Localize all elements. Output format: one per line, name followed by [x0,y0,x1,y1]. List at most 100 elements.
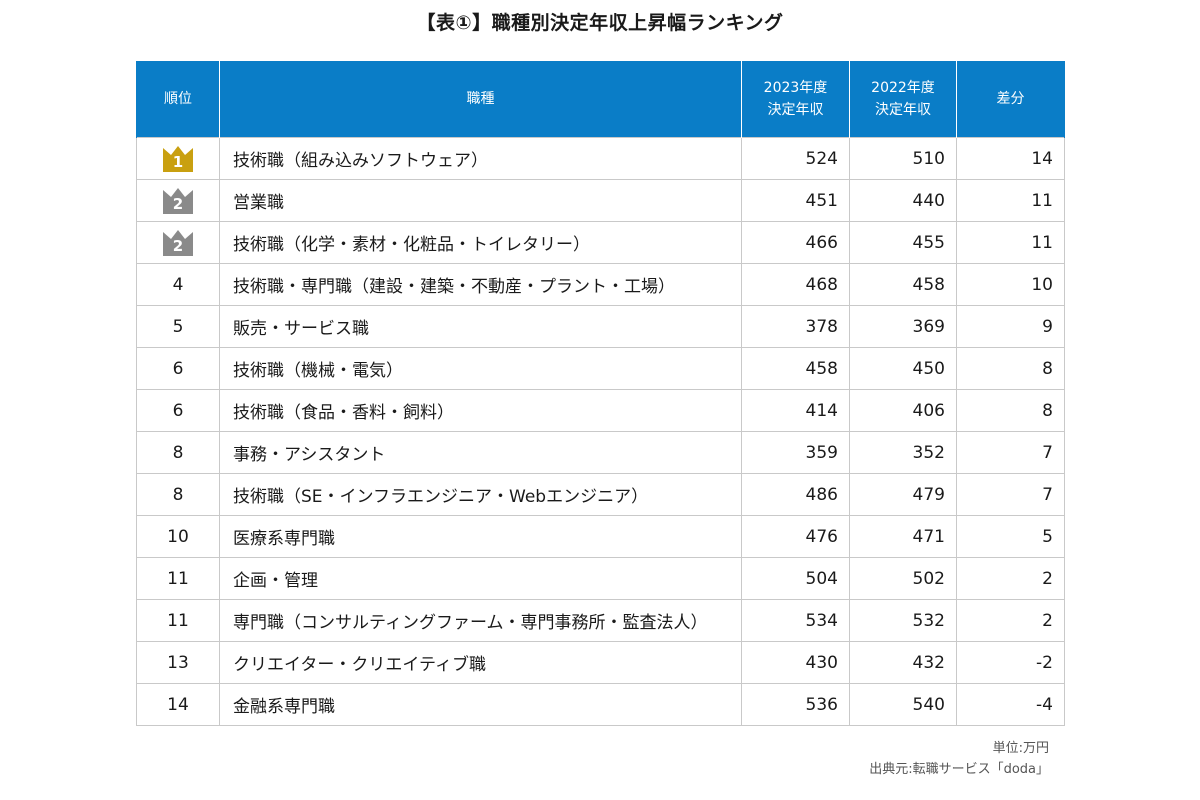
salary-2022-cell: 540 [849,683,957,726]
header-2022-label: 決定年収 [875,102,931,118]
diff-cell: 7 [956,473,1065,516]
salary-2023-cell: 414 [741,389,850,432]
salary-2022-cell: 455 [849,221,957,264]
header-rank: 順位 [136,61,220,138]
job-cell: 医療系専門職 [219,515,742,558]
salary-2023-cell: 476 [741,515,850,558]
table-row: 5 販売・サービス職 378 369 9 [136,305,1065,348]
table-row: 2 技術職（化学・素材・化粧品・トイレタリー） 466 455 11 [136,221,1065,264]
rank-number: 2 [172,236,184,255]
diff-cell: -2 [956,641,1065,684]
gold-crown-icon: 1 [161,144,195,174]
rank-cell: 6 [136,389,220,432]
rank-cell: 5 [136,305,220,348]
rank-number: 10 [167,526,189,547]
rank-cell: 6 [136,347,220,390]
rank-number: 11 [167,568,189,589]
salary-2023-cell: 524 [741,137,850,180]
salary-2022-cell: 510 [849,137,957,180]
rank-number: 6 [172,358,184,379]
rank-number: 8 [172,442,184,463]
rank-number: 11 [167,610,189,631]
table-row: 6 技術職（食品・香料・飼料） 414 406 8 [136,389,1065,432]
diff-cell: 2 [956,599,1065,642]
rank-cell: 13 [136,641,220,684]
salary-2023-cell: 468 [741,263,850,306]
diff-cell: 5 [956,515,1065,558]
salary-2022-cell: 406 [849,389,957,432]
diff-cell: 14 [956,137,1065,180]
salary-2022-cell: 532 [849,599,957,642]
header-2023-label: 決定年収 [767,102,824,118]
rank-cell: 2 [136,221,220,264]
rank-cell: 11 [136,599,220,642]
rank-number: 8 [172,484,184,505]
table-row: 4 技術職・専門職（建設・建築・不動産・プラント・工場） 468 458 10 [136,263,1065,306]
header-2023: 2023年度 決定年収 [741,61,850,138]
job-cell: 事務・アシスタント [219,431,742,474]
job-cell: 技術職（化学・素材・化粧品・トイレタリー） [219,221,742,264]
header-job: 職種 [219,61,742,138]
header-2022: 2022年度 決定年収 [849,61,957,138]
table-row: 8 技術職（SE・インフラエンジニア・Webエンジニア） 486 479 7 [136,473,1065,516]
rank-number: 13 [167,652,189,673]
silver-crown-icon: 2 [161,186,195,216]
source-note: 出典元:転職サービス「doda」 [869,762,1049,777]
rank-number: 5 [172,316,184,337]
salary-2022-cell: 502 [849,557,957,600]
job-cell: 販売・サービス職 [219,305,742,348]
table-row: 8 事務・アシスタント 359 352 7 [136,431,1065,474]
rank-number: 14 [167,694,189,715]
diff-cell: 11 [956,221,1065,264]
table-header-row: 順位 職種 2023年度 決定年収 2022年度 決定年収 差分 [136,61,1065,138]
salary-2023-cell: 359 [741,431,850,474]
diff-cell: 11 [956,179,1065,222]
salary-2023-cell: 430 [741,641,850,684]
rank-cell: 2 [136,179,220,222]
table-row: 2 営業職 451 440 11 [136,179,1065,222]
diff-cell: 10 [956,263,1065,306]
salary-2023-cell: 466 [741,221,850,264]
ranking-table: 順位 職種 2023年度 決定年収 2022年度 決定年収 差分 1 技術職（組み… [136,61,1065,726]
table-row: 11 専門職（コンサルティングファーム・専門事務所・監査法人） 534 532 2 [136,599,1065,642]
salary-2022-cell: 479 [849,473,957,516]
salary-2022-cell: 432 [849,641,957,684]
rank-cell: 14 [136,683,220,726]
header-2022-year: 2022年度 [871,80,935,96]
page-title: 【表①】職種別決定年収上昇幅ランキング [416,12,784,34]
job-cell: 技術職（SE・インフラエンジニア・Webエンジニア） [219,473,742,516]
table-row: 6 技術職（機械・電気） 458 450 8 [136,347,1065,390]
rank-cell: 11 [136,557,220,600]
salary-2023-cell: 451 [741,179,850,222]
salary-2022-cell: 369 [849,305,957,348]
rank-cell: 1 [136,137,220,180]
table-row: 11 企画・管理 504 502 2 [136,557,1065,600]
diff-cell: 8 [956,389,1065,432]
unit-note: 単位:万円 [992,741,1049,756]
silver-crown-icon: 2 [161,228,195,258]
salary-2022-cell: 440 [849,179,957,222]
job-cell: 営業職 [219,179,742,222]
diff-cell: 8 [956,347,1065,390]
job-cell: 技術職・専門職（建設・建築・不動産・プラント・工場） [219,263,742,306]
salary-2023-cell: 536 [741,683,850,726]
rank-cell: 8 [136,431,220,474]
job-cell: 金融系専門職 [219,683,742,726]
rank-cell: 10 [136,515,220,558]
diff-cell: -4 [956,683,1065,726]
job-cell: 技術職（食品・香料・飼料） [219,389,742,432]
rank-cell: 8 [136,473,220,516]
salary-2023-cell: 534 [741,599,850,642]
table-row: 10 医療系専門職 476 471 5 [136,515,1065,558]
table-body: 1 技術職（組み込みソフトウェア） 524 510 14 2 営業職 451 440 11 2 技術職… [136,137,1065,726]
diff-cell: 7 [956,431,1065,474]
header-diff: 差分 [956,61,1065,138]
job-cell: 技術職（機械・電気） [219,347,742,390]
header-2023-year: 2023年度 [763,80,828,96]
table-row: 14 金融系専門職 536 540 -4 [136,683,1065,726]
job-cell: 専門職（コンサルティングファーム・専門事務所・監査法人） [219,599,742,642]
rank-cell: 4 [136,263,220,306]
salary-2022-cell: 458 [849,263,957,306]
salary-2023-cell: 504 [741,557,850,600]
salary-2022-cell: 471 [849,515,957,558]
